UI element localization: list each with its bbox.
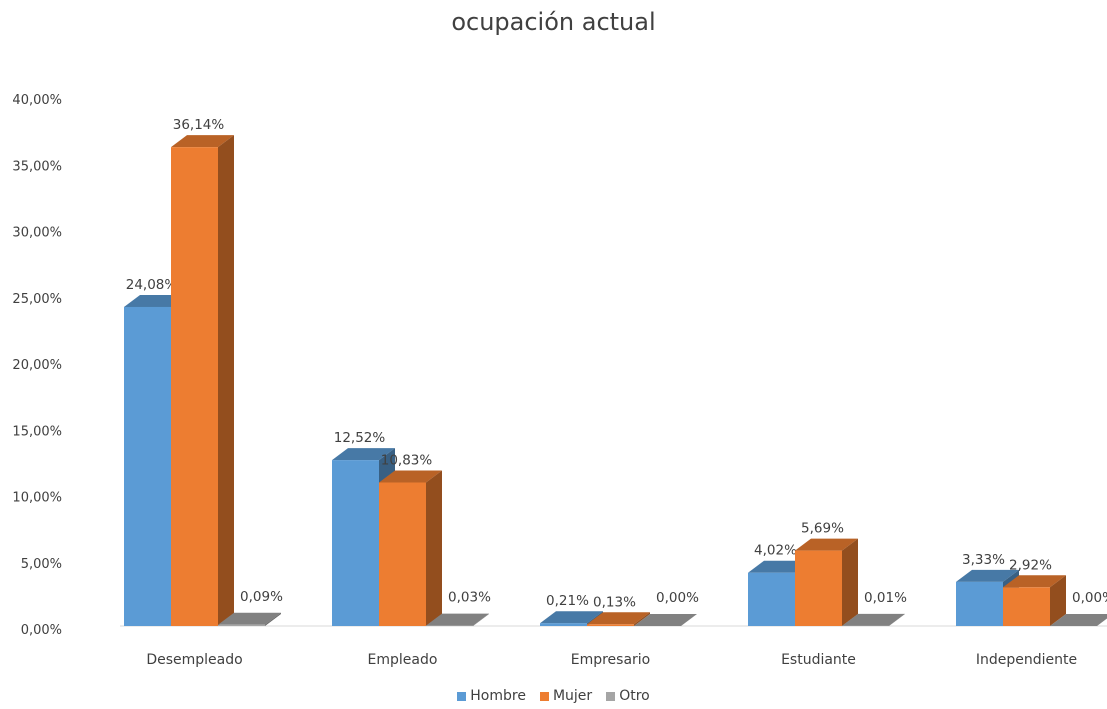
- bar-front-face: [540, 623, 587, 626]
- y-tick-label: 40,00%: [12, 93, 62, 108]
- bar-front-face: [171, 147, 218, 626]
- bar-top-face: [379, 470, 442, 483]
- y-tick-label: 0,00%: [21, 623, 62, 638]
- y-tick-label: 15,00%: [12, 424, 62, 439]
- bar-front-face: [124, 306, 171, 626]
- legend-label-otro: Otro: [619, 688, 650, 704]
- data-label: 24,08%: [126, 277, 178, 293]
- legend-label-hombre: Hombre: [470, 688, 526, 704]
- bar-side-face: [842, 538, 858, 626]
- bar-otro-independiente: [1050, 614, 1107, 626]
- bar-top-face: [426, 613, 489, 626]
- bar-mujer-desempleado: [171, 135, 234, 626]
- bar-side-face: [218, 135, 234, 626]
- bar-otro-empresario: [634, 614, 697, 626]
- data-label: 0,01%: [864, 590, 907, 606]
- data-label: 5,69%: [801, 521, 844, 537]
- bar-top-face: [587, 612, 650, 625]
- chart-title: ocupación actual: [451, 8, 656, 36]
- bar-side-face: [265, 612, 281, 626]
- x-tick-label: Estudiante: [781, 652, 856, 668]
- data-label: 3,33%: [962, 552, 1005, 568]
- data-label: 10,83%: [381, 453, 433, 469]
- bar-top-face: [540, 611, 603, 624]
- y-tick-label: 30,00%: [12, 226, 62, 241]
- legend-swatch-hombre: [457, 691, 467, 701]
- chart-legend: Hombre Mujer Otro: [0, 688, 1107, 704]
- data-label: 12,52%: [334, 430, 386, 446]
- data-label: 0,00%: [1072, 590, 1107, 606]
- bar-otro-empleado: [426, 613, 489, 626]
- legend-swatch-mujer: [539, 691, 549, 701]
- legend-label-mujer: Mujer: [552, 688, 593, 704]
- data-label: 0,03%: [448, 590, 491, 606]
- data-label: 0,13%: [593, 594, 636, 610]
- bar-front-face: [1003, 587, 1050, 626]
- bar-top-face: [795, 538, 858, 551]
- bar-side-face: [473, 613, 489, 626]
- bar-side-face: [634, 612, 650, 626]
- data-label: 4,02%: [754, 543, 797, 559]
- legend-item-otro[interactable]: Otro: [606, 688, 650, 704]
- bar-side-face: [1050, 575, 1066, 626]
- y-tick-label: 10,00%: [12, 491, 62, 506]
- bar-front-face: [748, 572, 795, 626]
- bar-mujer-independiente: [1003, 575, 1066, 626]
- data-label: 2,92%: [1009, 557, 1052, 573]
- bar-top-face: [1050, 614, 1107, 626]
- bar-mujer-empleado: [379, 470, 442, 626]
- bar-top-face: [842, 613, 905, 626]
- bar-side-face: [889, 613, 905, 626]
- data-label: 36,14%: [173, 117, 225, 133]
- bar-mujer-empresario: [587, 612, 650, 626]
- bar-front-face: [332, 460, 379, 626]
- bar-front-face: [956, 581, 1003, 626]
- bar-front-face: [379, 482, 426, 626]
- data-label: 0,00%: [656, 590, 699, 606]
- bar-otro-desempleado: [218, 612, 281, 626]
- legend-item-hombre[interactable]: Hombre: [457, 688, 526, 704]
- data-label: 0,09%: [240, 589, 283, 605]
- y-tick-label: 25,00%: [12, 292, 62, 307]
- y-tick-label: 35,00%: [12, 159, 62, 174]
- legend-swatch-otro: [606, 691, 616, 701]
- x-tick-label: Desempleado: [146, 652, 242, 668]
- x-tick-label: Independiente: [976, 652, 1077, 668]
- bar-otro-estudiante: [842, 613, 905, 626]
- bar-top-face: [634, 614, 697, 626]
- data-label: 0,21%: [546, 593, 589, 609]
- bar-side-face: [426, 470, 442, 626]
- bar-front-face: [795, 550, 842, 626]
- legend-item-mujer[interactable]: Mujer: [539, 688, 593, 704]
- bar-top-face: [332, 448, 395, 461]
- y-tick-label: 5,00%: [21, 557, 62, 572]
- y-tick-label: 20,00%: [12, 358, 62, 373]
- x-tick-label: Empleado: [368, 652, 438, 668]
- bar-top-face: [956, 569, 1019, 582]
- x-tick-label: Empresario: [571, 652, 651, 668]
- bar-front-face: [218, 624, 265, 626]
- bar-front-face: [587, 624, 634, 626]
- bar-top-face: [171, 135, 234, 148]
- bar-mujer-estudiante: [795, 538, 858, 626]
- bar-top-face: [218, 612, 281, 625]
- bar-top-face: [1003, 575, 1066, 588]
